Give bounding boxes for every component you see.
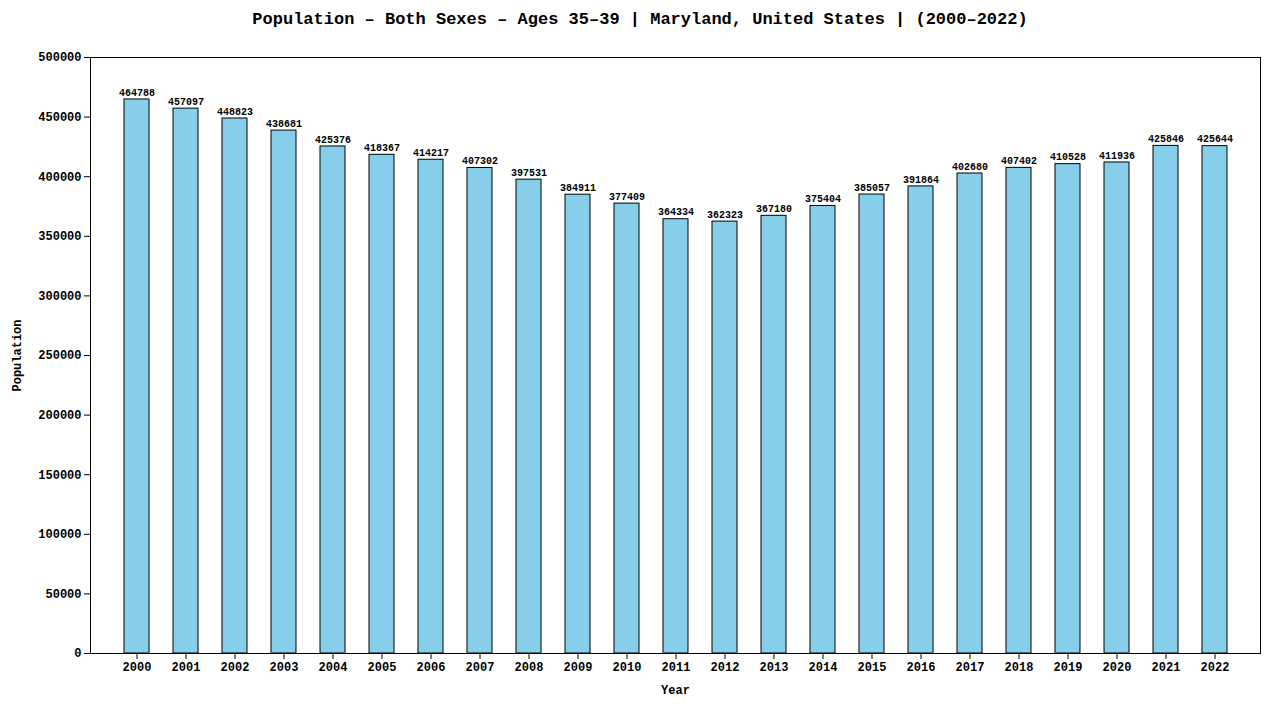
svg-text:2005: 2005 bbox=[368, 661, 397, 675]
svg-text:367180: 367180 bbox=[756, 204, 792, 215]
svg-text:2013: 2013 bbox=[760, 661, 789, 675]
svg-text:364334: 364334 bbox=[658, 207, 694, 218]
svg-text:2003: 2003 bbox=[270, 661, 299, 675]
svg-text:350000: 350000 bbox=[38, 230, 81, 244]
svg-text:414217: 414217 bbox=[413, 148, 449, 159]
svg-text:Year: Year bbox=[661, 684, 690, 698]
svg-text:200000: 200000 bbox=[38, 409, 81, 423]
svg-text:2002: 2002 bbox=[221, 661, 250, 675]
svg-text:407402: 407402 bbox=[1001, 156, 1037, 167]
svg-text:377409: 377409 bbox=[609, 192, 645, 203]
svg-text:410528: 410528 bbox=[1050, 152, 1086, 163]
svg-text:2010: 2010 bbox=[613, 661, 642, 675]
svg-text:2004: 2004 bbox=[319, 661, 348, 675]
svg-text:2011: 2011 bbox=[662, 661, 691, 675]
html-text:Population – Both Sexes – Ages: Population – Both Sexes – Ages 35–39 | M… bbox=[252, 10, 1028, 29]
svg-text:2021: 2021 bbox=[1152, 661, 1181, 675]
svg-text:391864: 391864 bbox=[903, 175, 939, 186]
svg-text:Population: Population bbox=[11, 319, 25, 391]
svg-text:400000: 400000 bbox=[38, 171, 81, 185]
svg-text:2022: 2022 bbox=[1201, 661, 1230, 675]
svg-text:2018: 2018 bbox=[1005, 661, 1034, 675]
svg-text:2009: 2009 bbox=[564, 661, 593, 675]
svg-text:2006: 2006 bbox=[417, 661, 446, 675]
svg-text:2008: 2008 bbox=[515, 661, 544, 675]
svg-text:250000: 250000 bbox=[38, 349, 81, 363]
svg-text:425846: 425846 bbox=[1148, 134, 1184, 145]
svg-text:385057: 385057 bbox=[854, 183, 890, 194]
svg-text:457097: 457097 bbox=[168, 97, 204, 108]
svg-text:2019: 2019 bbox=[1054, 661, 1083, 675]
svg-text:425376: 425376 bbox=[315, 135, 351, 146]
svg-text:50000: 50000 bbox=[45, 588, 81, 602]
svg-text:450000: 450000 bbox=[38, 111, 81, 125]
svg-text:411936: 411936 bbox=[1099, 151, 1135, 162]
svg-text:2014: 2014 bbox=[809, 661, 838, 675]
svg-text:2015: 2015 bbox=[858, 661, 887, 675]
svg-text:438681: 438681 bbox=[266, 119, 302, 130]
svg-text:2016: 2016 bbox=[907, 661, 936, 675]
svg-text:464788: 464788 bbox=[119, 88, 155, 99]
svg-text:375404: 375404 bbox=[805, 194, 841, 205]
svg-text:402680: 402680 bbox=[952, 162, 988, 173]
svg-text:0: 0 bbox=[74, 647, 81, 661]
svg-text:500000: 500000 bbox=[38, 51, 81, 65]
svg-text:448823: 448823 bbox=[217, 107, 253, 118]
svg-text:2017: 2017 bbox=[956, 661, 985, 675]
svg-text:2001: 2001 bbox=[172, 661, 201, 675]
svg-text:362323: 362323 bbox=[707, 210, 743, 221]
svg-text:2020: 2020 bbox=[1103, 661, 1132, 675]
svg-text:384911: 384911 bbox=[560, 183, 596, 194]
svg-text:2012: 2012 bbox=[711, 661, 740, 675]
svg-text:100000: 100000 bbox=[38, 528, 81, 542]
svg-text:2007: 2007 bbox=[466, 661, 495, 675]
svg-text:397531: 397531 bbox=[511, 168, 547, 179]
svg-text:418367: 418367 bbox=[364, 143, 400, 154]
svg-text:407302: 407302 bbox=[462, 156, 498, 167]
svg-text:425644: 425644 bbox=[1197, 134, 1233, 145]
svg-text:150000: 150000 bbox=[38, 469, 81, 483]
svg-text:2000: 2000 bbox=[123, 661, 152, 675]
svg-text:300000: 300000 bbox=[38, 290, 81, 304]
